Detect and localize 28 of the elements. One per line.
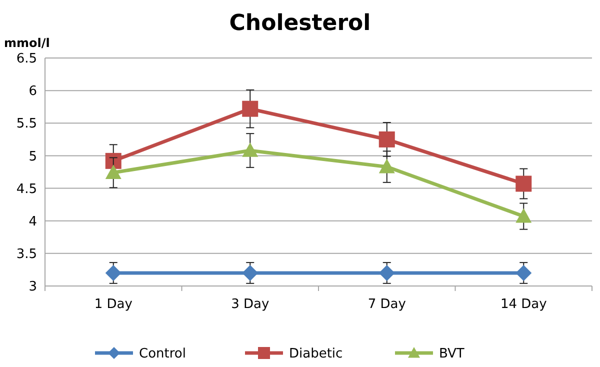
y-tick-label: 3.5 <box>16 246 37 262</box>
legend-label: Diabetic <box>289 346 343 362</box>
point <box>516 176 532 192</box>
x-tick-label: 14 Day <box>500 297 548 312</box>
y-tick-label: 5 <box>28 149 37 164</box>
y-tick-label: 4 <box>28 214 37 230</box>
legend-label: BVT <box>439 346 464 362</box>
x-tick-label: 7 Day <box>368 297 406 312</box>
y-tick-label: 5.5 <box>16 116 37 132</box>
point <box>105 164 122 180</box>
x-tick-label: 3 Day <box>231 297 270 312</box>
point <box>378 264 395 281</box>
point <box>378 131 395 148</box>
y-tick-label: 3 <box>28 280 37 295</box>
point <box>378 158 395 174</box>
point <box>242 142 258 157</box>
legend-label: Control <box>139 346 186 362</box>
point <box>105 264 122 281</box>
x-tick-label: 1 Day <box>94 297 133 312</box>
y-axis-title: mmol/l <box>4 36 50 50</box>
y-tick-label: 4.5 <box>16 182 37 197</box>
point <box>516 264 532 281</box>
chart-title: Cholesterol <box>229 11 371 36</box>
y-tick-label: 6 <box>28 84 37 100</box>
point <box>242 264 258 281</box>
point <box>242 100 258 117</box>
point <box>516 208 532 223</box>
y-tick-label: 6.5 <box>16 52 37 67</box>
